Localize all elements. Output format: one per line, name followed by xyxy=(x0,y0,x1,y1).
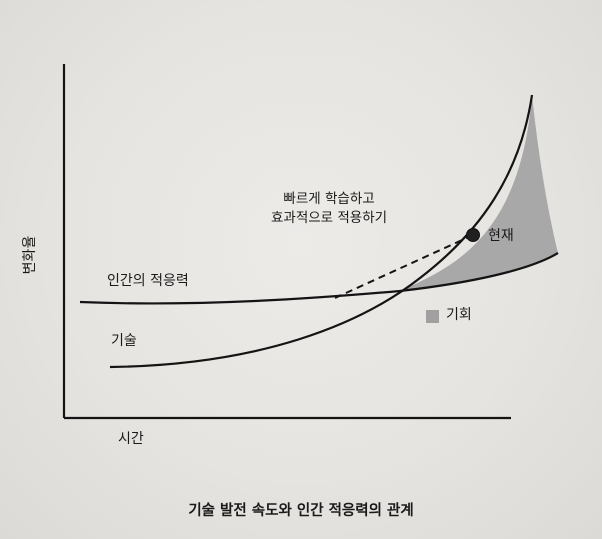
y-axis-label: 변화율 xyxy=(22,235,38,275)
opportunity-legend-swatch xyxy=(426,310,439,323)
current-point-marker xyxy=(466,228,480,242)
learning-dashed-line xyxy=(334,235,472,299)
annotation-line-1: 빠르게 학습하고 xyxy=(283,191,375,207)
x-axis-label: 시간 xyxy=(118,431,144,447)
human-adaptability-label: 인간의 적응력 xyxy=(107,273,189,289)
annotation-line-2: 효과적으로 적용하기 xyxy=(271,210,388,226)
technology-label: 기술 xyxy=(111,333,137,349)
diagram-caption: 기술 발전 속도와 인간 적응력의 관계 xyxy=(188,503,414,519)
technology-curve xyxy=(109,94,534,369)
opportunity-label: 기회 xyxy=(446,307,472,323)
human-adaptability-curve xyxy=(79,252,559,305)
opportunity-region xyxy=(400,95,558,291)
current-label: 현재 xyxy=(488,228,514,244)
learning-annotation: 빠르게 학습하고 효과적으로 적용하기 xyxy=(271,190,387,228)
